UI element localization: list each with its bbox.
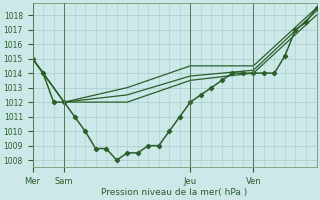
X-axis label: Pression niveau de la mer( hPa ): Pression niveau de la mer( hPa ) <box>101 188 248 197</box>
